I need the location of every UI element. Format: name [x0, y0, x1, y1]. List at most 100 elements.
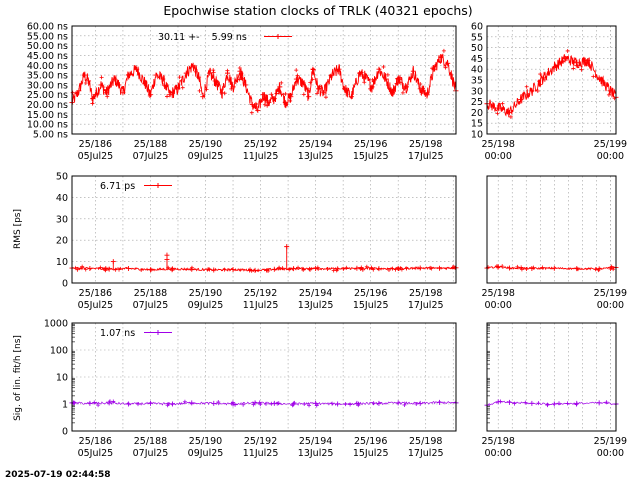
- clock-main-xtick-day: 25/196: [354, 139, 387, 150]
- rms-main-data-point: [417, 265, 423, 271]
- rms-main-ytick-label: 0: [62, 279, 68, 290]
- clock-main-point-marker: [165, 94, 170, 99]
- clock-zoom-point-marker: [538, 72, 543, 77]
- clock-main-point-marker: [274, 91, 279, 96]
- clock-zoom-point-marker: [565, 48, 570, 53]
- clock-main-point-marker: [301, 92, 306, 97]
- rms-main-point-marker: [139, 268, 144, 273]
- rms-main-point-marker: [344, 265, 349, 270]
- clock-main-data-point: [207, 70, 213, 76]
- clock-zoom-panel: 101520253035404550556025/19800:0025/1990…: [471, 22, 627, 163]
- clock-main-point-marker: [288, 98, 293, 103]
- clock-zoom-data-point: [574, 60, 580, 66]
- clock-main-point-marker: [441, 48, 446, 53]
- rms-main-point-marker: [404, 266, 409, 271]
- clock-main-data-point: [266, 100, 272, 106]
- rms-main-xtick-date: 05Jul25: [78, 300, 114, 311]
- clock-main-data-point: [306, 94, 312, 100]
- sigma-zoom-point-marker: [536, 401, 541, 406]
- rms-zoom-xtick-day: 25/199: [594, 288, 627, 299]
- sigma-zoom-xtick-date: 00:00: [485, 448, 512, 459]
- clock-main-point-marker: [211, 70, 216, 75]
- clock-main-point-marker: [180, 85, 185, 90]
- sigma-main-xtick-day: 25/196: [354, 436, 387, 447]
- clock-main-data-point: [357, 70, 363, 76]
- rms-main-spike-marker: [164, 252, 170, 258]
- clock-main-data-point: [190, 62, 196, 68]
- rms-main-xtick-day: 25/188: [134, 288, 167, 299]
- rms-zoom-xtick-date: 00:00: [485, 300, 512, 311]
- rms-main-data-point: [106, 266, 112, 272]
- rms-main-point-marker: [341, 266, 346, 271]
- rms-zoom-frame: [486, 175, 617, 284]
- sigma-main-point-marker: [136, 402, 141, 407]
- sigma-main-point-marker: [343, 402, 348, 407]
- clock-main-xtick-day: 25/198: [409, 139, 442, 150]
- sigma-zoom-data-point: [529, 400, 535, 406]
- clock-main-point-marker: [443, 65, 448, 70]
- clock-zoom-point-marker: [561, 59, 566, 64]
- clock-zoom-point-marker: [538, 82, 543, 87]
- clock-main-data-point: [300, 80, 306, 86]
- clock-zoom-ytick-label: 35: [471, 76, 483, 87]
- rms-zoom-point-marker: [524, 267, 529, 272]
- sigma-main-ytick-label: 1000: [44, 319, 68, 330]
- rms-zoom-data-point: [529, 265, 535, 271]
- clock-zoom-point-marker: [537, 79, 542, 84]
- sigma-main-legend-label: 1.07 ns: [100, 328, 135, 339]
- sigma-zoom-point-marker: [545, 403, 550, 408]
- sigma-main-data-point: [252, 400, 258, 406]
- sigma-main-data-point: [436, 399, 442, 405]
- sigma-main-point-marker: [348, 402, 353, 407]
- sigma-main-xtick-date: 17Jul25: [408, 448, 444, 459]
- rms-main-data-point: [291, 266, 297, 272]
- rms-main-xtick-day: 25/194: [299, 288, 332, 299]
- clock-main-point-marker: [107, 84, 112, 89]
- rms-zoom-xtick-date: 00:00: [597, 300, 624, 311]
- sigma-main-xtick-date: 09Jul25: [188, 448, 224, 459]
- clock-main-data-point: [362, 74, 368, 80]
- rms-main-point-marker: [103, 268, 108, 273]
- sigma-zoom-data-point: [574, 400, 580, 406]
- clock-zoom-ytick-label: 25: [471, 97, 483, 108]
- rms-main-spike-marker: [284, 244, 290, 250]
- rms-zoom-point-marker: [519, 267, 524, 272]
- clock-main-xtick-date: 11Jul25: [243, 151, 279, 162]
- rms-main-point-marker: [207, 267, 212, 272]
- rms-zoom-xtick-day: 25/198: [482, 288, 515, 299]
- sigma-main-data-point: [271, 400, 277, 406]
- sigma-main-point-marker: [92, 400, 97, 405]
- clock-main-data-point: [237, 68, 243, 74]
- clock-main-data-point: [249, 102, 255, 108]
- sigma-main-xtick-date: 13Jul25: [298, 448, 334, 459]
- clock-main-data-point: [282, 100, 288, 106]
- sigma-main-xtick-date: 11Jul25: [243, 448, 279, 459]
- clock-zoom-point-marker: [606, 92, 611, 97]
- sigma-zoom-point-marker: [523, 400, 528, 405]
- rms-zoom-point-marker: [500, 264, 505, 269]
- clock-main-data-point: [271, 96, 277, 102]
- clock-zoom-data-point: [540, 75, 546, 81]
- clock-main-data-point: [147, 92, 153, 98]
- clock-main-data-point: [348, 94, 354, 100]
- rms-main-point-marker: [80, 264, 85, 269]
- clock-main-legend-marker: [275, 34, 281, 39]
- sigma-main-ytick-label: 0: [62, 427, 68, 438]
- clock-main-data-point: [225, 70, 231, 76]
- clock-zoom-data-point: [607, 88, 613, 94]
- rms-main-ytick-label: 30: [56, 214, 68, 225]
- generation-timestamp: 2025-07-19 02:44:58: [5, 470, 110, 480]
- sigma-main-data-point: [376, 400, 382, 406]
- rms-main-point-marker: [113, 267, 118, 272]
- clock-main-point-marker: [394, 81, 399, 86]
- rms-main-point-marker: [371, 267, 376, 272]
- clock-main-xtick-day: 25/186: [79, 139, 112, 150]
- sigma-main-data-point: [395, 400, 401, 406]
- clock-main-data-point: [242, 82, 248, 88]
- clock-main-point-marker: [177, 75, 182, 80]
- clock-zoom-ytick-label: 55: [471, 32, 483, 43]
- clock-main-data-point: [219, 90, 225, 96]
- sigma-zoom-xtick-date: 00:00: [597, 448, 624, 459]
- clock-zoom-point-marker: [508, 114, 513, 119]
